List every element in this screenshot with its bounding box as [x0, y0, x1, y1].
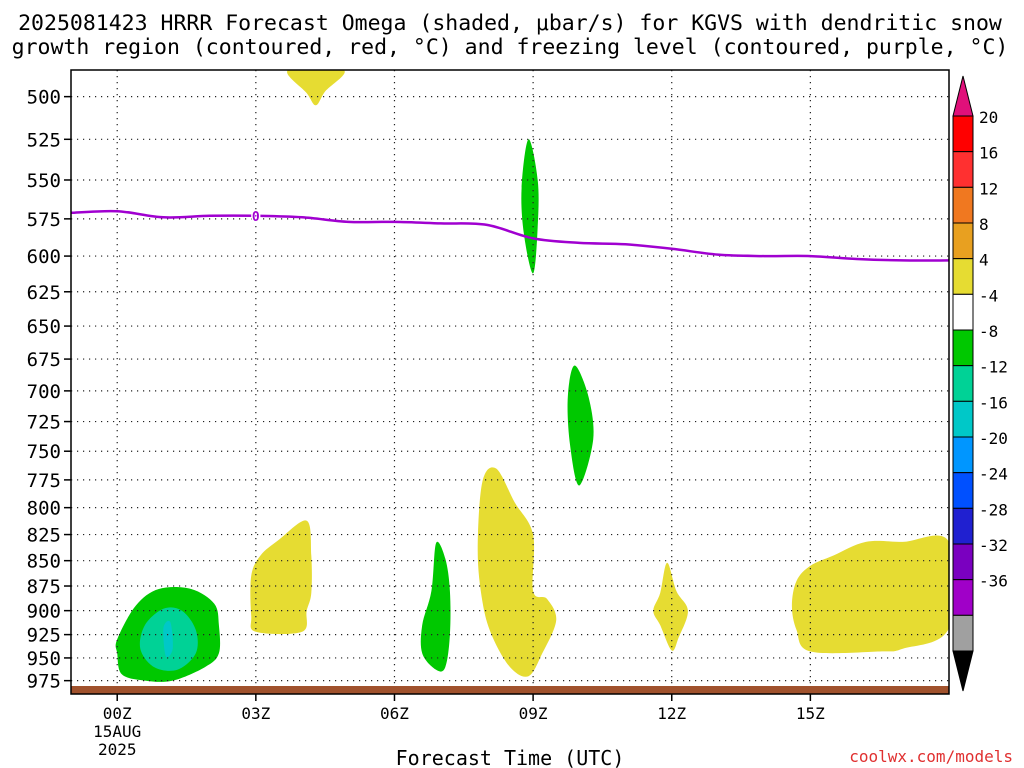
colorbar-tick-label: 16: [979, 144, 998, 163]
colorbar-bin: [952, 614, 974, 652]
colorbar-tick-label: 20: [979, 108, 998, 127]
colorbar: 20 16 12 8 4 -4 -8 -12 -16 -20 -24 -28 -32 -36: [952, 75, 1008, 692]
x-tick-label: 09Z: [519, 704, 548, 723]
y-tick-label: 800: [27, 498, 61, 520]
y-tick-label: 575: [27, 209, 61, 231]
x-tick-label: 12Z: [657, 704, 686, 723]
chart-title-line-2: growth region (contoured, red, °C) and f…: [12, 35, 1009, 60]
omega-region: [521, 139, 539, 274]
watermark: coolwx.com/models: [849, 747, 1013, 766]
y-tick-label: 500: [27, 87, 61, 109]
y-tick-label: 650: [27, 316, 61, 338]
y-tick-label: 700: [27, 381, 61, 403]
x-tick-sublabel: 2025: [98, 740, 137, 759]
colorbar-tick-label: -4: [979, 286, 998, 305]
y-tick-label: 950: [27, 648, 61, 670]
x-tick-label: 00Z: [103, 704, 132, 723]
surface-ground: [71, 686, 949, 694]
colorbar-bin: [952, 579, 974, 616]
omega-shading: [115, 70, 949, 682]
y-tick-label: 975: [27, 671, 61, 693]
x-axis-label: Forecast Time (UTC): [396, 746, 625, 768]
x-tick-label: 15Z: [796, 704, 825, 723]
plot-border: [70, 69, 950, 695]
colorbar-top-triangle: [952, 75, 974, 117]
omega-region: [567, 365, 594, 486]
omega-region: [477, 467, 557, 677]
colorbar-bin: [952, 222, 974, 260]
colorbar-tick-label: -12: [979, 358, 1008, 377]
colorbar-tick-label: -16: [979, 393, 1008, 412]
colorbar-bin: [952, 543, 974, 581]
y-tick-label: 725: [27, 412, 61, 434]
colorbar-bin: [952, 365, 974, 402]
colorbar-bin: [952, 400, 974, 438]
y-axis: 500 525 550 575 600 625 650 675 700 725 750 775 800 8…: [27, 87, 71, 693]
colorbar-bin: [952, 186, 974, 224]
colorbar-bin: [952, 258, 974, 295]
y-tick-label: 775: [27, 470, 61, 492]
x-tick-label: 03Z: [241, 704, 270, 723]
colorbar-bin: [952, 115, 974, 153]
colorbar-tick-label: -36: [979, 572, 1008, 591]
omega-region: [250, 520, 312, 635]
x-tick-sublabel: 15AUG: [93, 722, 141, 741]
freezing-level-line: [71, 209, 949, 262]
colorbar-tick-label: 4: [979, 251, 989, 270]
y-tick-label: 625: [27, 282, 61, 304]
freezing-level-label: 0: [252, 210, 260, 225]
y-tick-label: 675: [27, 349, 61, 371]
colorbar-tick-label: -24: [979, 465, 1008, 484]
colorbar-tick-label: -28: [979, 500, 1008, 519]
colorbar-tick-label: 8: [979, 215, 989, 234]
y-tick-label: 850: [27, 551, 61, 573]
y-tick-label: 900: [27, 601, 61, 623]
colorbar-tick-label: 12: [979, 179, 998, 198]
chart-title-line-1: 2025081423 HRRR Forecast Omega (shaded, …: [18, 11, 1002, 36]
colorbar-tick-label: -20: [979, 429, 1008, 448]
x-tick-label: 06Z: [380, 704, 409, 723]
omega-region: [287, 70, 345, 106]
colorbar-bin: [952, 507, 974, 545]
y-tick-label: 750: [27, 441, 61, 463]
colorbar-bin: [952, 329, 974, 367]
omega-region: [653, 562, 688, 651]
y-tick-label: 825: [27, 525, 61, 547]
omega-region: [163, 620, 173, 658]
y-tick-label: 550: [27, 170, 61, 192]
colorbar-bottom-triangle: [952, 650, 974, 692]
colorbar-tick-label: -8: [979, 322, 998, 341]
colorbar-bin: [952, 151, 974, 188]
y-tick-label: 600: [27, 246, 61, 268]
y-tick-label: 925: [27, 625, 61, 647]
colorbar-bin: [952, 436, 974, 474]
omega-region: [791, 535, 949, 654]
y-tick-label: 525: [27, 129, 61, 151]
y-tick-label: 875: [27, 576, 61, 598]
colorbar-tick-label: -32: [979, 536, 1008, 555]
grid: [71, 70, 949, 694]
colorbar-bin: [952, 293, 974, 331]
colorbar-bin: [952, 472, 974, 509]
omega-region: [420, 541, 451, 672]
plot-area: 0: [70, 69, 950, 695]
